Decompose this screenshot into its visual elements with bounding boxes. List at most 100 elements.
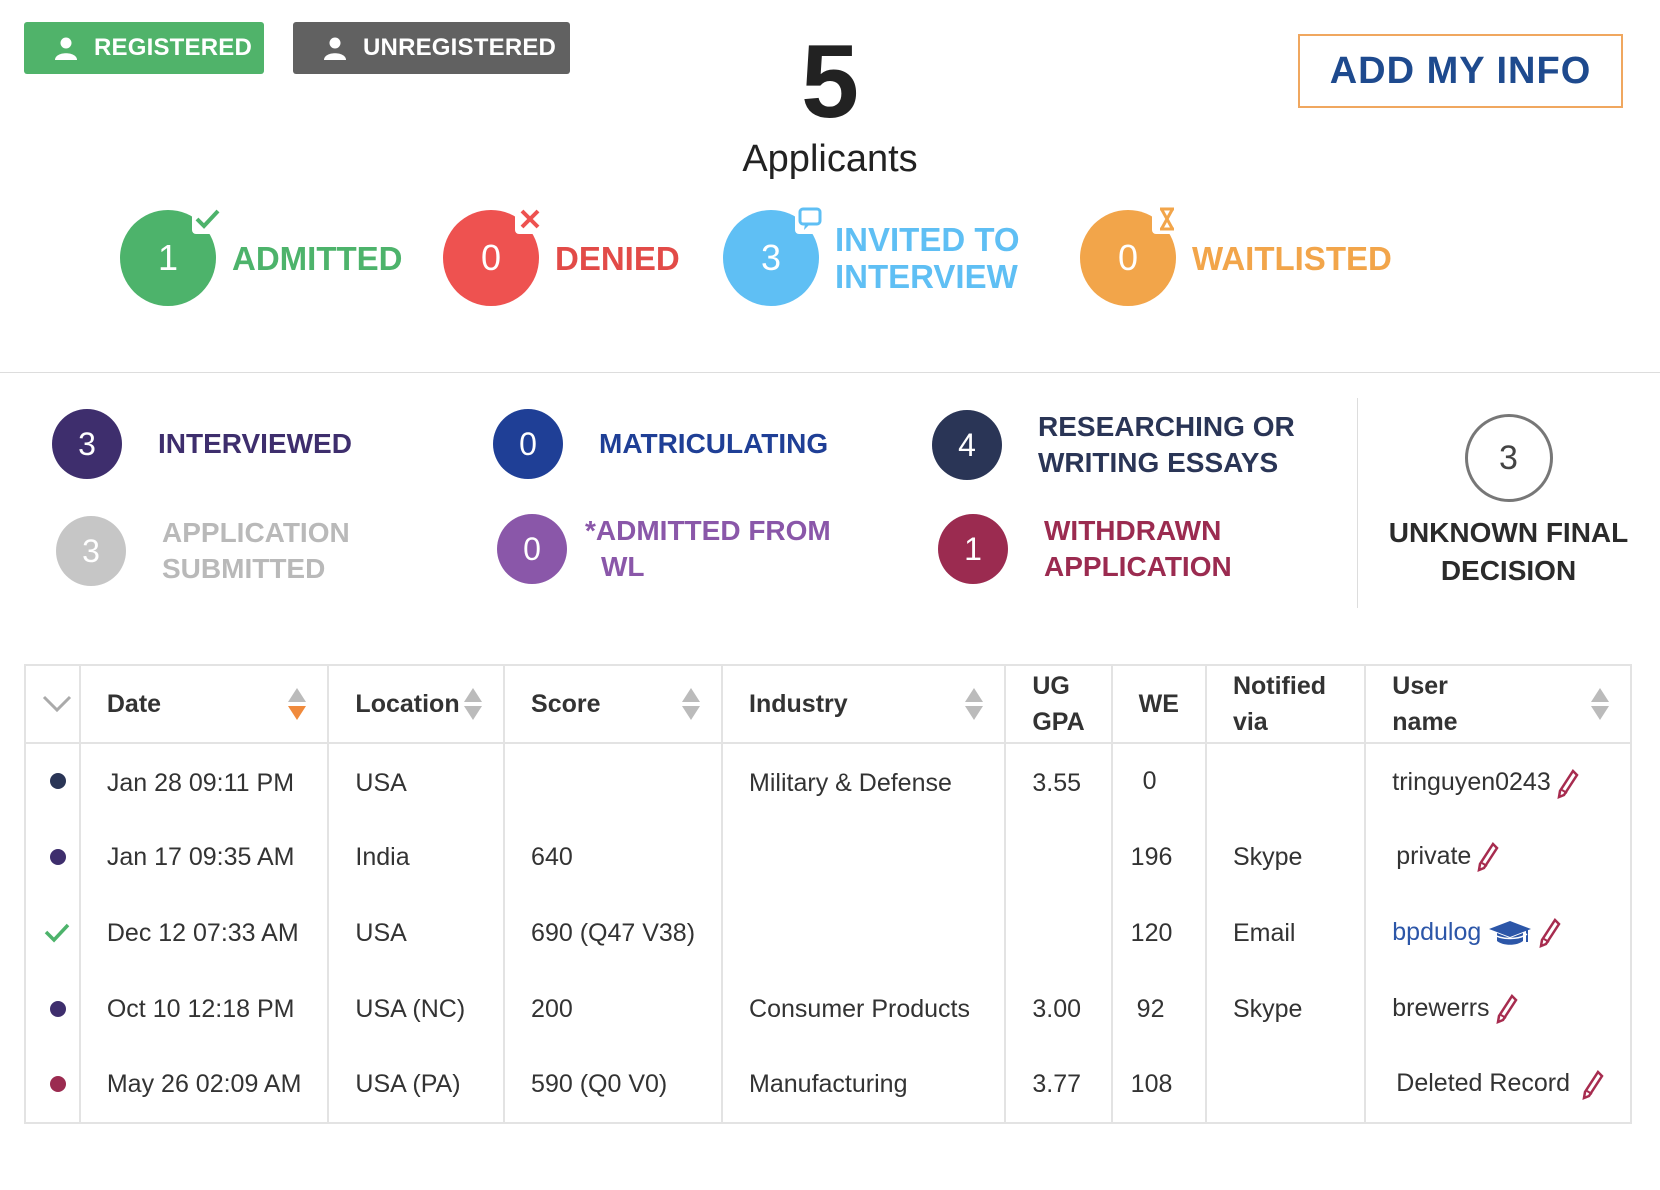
sort-arrows-icon[interactable]: [1590, 687, 1610, 721]
date-cell: Jan 28 09:11 PM: [79, 743, 330, 819]
score-cell: 690 (Q47 V38): [504, 895, 724, 971]
invited-label-line2: INTERVIEW: [835, 258, 1018, 295]
unknown-label-line1: UNKNOWN FINAL: [1388, 517, 1629, 548]
table-row[interactable]: Oct 10 12:18 PM USA (NC) 200 Consumer Pr…: [25, 971, 1631, 1047]
matriculating-label: MATRICULATING: [599, 428, 829, 459]
submitted-label-line2: SUBMITTED: [162, 553, 326, 584]
pencil-edit-icon[interactable]: [1557, 768, 1579, 799]
admitted-count-circle: 1: [120, 204, 222, 306]
invited-label-line1: INVITED TO: [835, 221, 1020, 258]
score-cell: [504, 743, 724, 819]
applicant-count: 5: [801, 24, 859, 140]
pencil-edit-icon[interactable]: [1495, 994, 1518, 1025]
status-unknown-final-decision[interactable]: 3 UNKNOWN FINAL DECISION: [1357, 414, 1660, 590]
sort-arrows-icon[interactable]: [287, 687, 307, 721]
gpa-header-line2: GPA: [1032, 708, 1085, 736]
industry-cell: [722, 819, 1007, 895]
table-row[interactable]: Jan 28 09:11 PM USA Military & Defense 3…: [25, 743, 1631, 819]
score-header-label: Score: [531, 690, 601, 718]
score-cell: 640: [504, 819, 724, 895]
username-column-header[interactable]: User name: [1365, 665, 1631, 744]
username-link[interactable]: bpdulog: [1392, 917, 1482, 946]
status-application-submitted[interactable]: 3 APPLICATION SUBMITTED: [56, 515, 350, 587]
status-denied[interactable]: 0 DENIED: [443, 204, 680, 306]
username-text: tringuyen0243: [1392, 768, 1551, 797]
table-row[interactable]: Jan 17 09:35 AM India 640 196 Skype priv…: [25, 819, 1631, 895]
status-admitted[interactable]: 1 ADMITTED: [120, 204, 403, 306]
status-researching[interactable]: 4 RESEARCHING OR WRITING ESSAYS: [932, 409, 1295, 481]
we-cell: 120: [1111, 895, 1207, 971]
chat-bubble-icon: [795, 204, 825, 234]
status-waitlisted[interactable]: 0 WAITLISTED: [1080, 204, 1392, 306]
vertical-divider: [1357, 398, 1358, 608]
sort-arrows-icon[interactable]: [681, 687, 701, 721]
date-cell: Oct 10 12:18 PM: [79, 971, 330, 1047]
pencil-edit-icon[interactable]: [1582, 1069, 1604, 1100]
admitted-from-wl-label: *ADMITTED FROM WL: [585, 513, 831, 585]
notified-cell: Skype: [1205, 819, 1367, 895]
username-cell: bpdulog: [1365, 895, 1631, 971]
location-column-header[interactable]: Location: [328, 665, 506, 744]
industry-cell: Military & Defense: [722, 743, 1007, 819]
row-status-marker: [25, 895, 81, 971]
status-interviewed[interactable]: 3 INTERVIEWED: [52, 409, 352, 479]
table-row[interactable]: May 26 02:09 AM USA (PA) 590 (Q0 V0) Man…: [25, 1047, 1631, 1123]
sort-arrows-icon[interactable]: [964, 687, 984, 721]
username-header-line2: name: [1392, 708, 1458, 736]
industry-column-header[interactable]: Industry: [722, 665, 1007, 744]
status-admitted-from-wl[interactable]: 0 *ADMITTED FROM WL: [497, 513, 831, 585]
gpa-cell: 3.00: [1005, 971, 1113, 1047]
notified-cell: [1205, 743, 1367, 819]
username-cell: private: [1365, 819, 1631, 895]
row-status-marker: [25, 819, 81, 895]
withdrawn-label: WITHDRAWN APPLICATION: [1044, 513, 1232, 585]
invited-count-circle: 3: [723, 204, 825, 306]
status-invited-to-interview[interactable]: 3 INVITED TO INTERVIEW: [723, 204, 1020, 306]
we-cell: 92: [1111, 971, 1207, 1047]
location-cell: USA: [328, 743, 506, 819]
date-cell: Jan 17 09:35 AM: [79, 819, 330, 895]
registered-filter-button[interactable]: REGISTERED: [24, 22, 264, 74]
we-cell: 196: [1111, 819, 1207, 895]
gpa-cell: 3.77: [1005, 1047, 1113, 1123]
date-column-header[interactable]: Date: [79, 665, 330, 744]
pencil-edit-icon[interactable]: [1539, 918, 1561, 949]
we-cell: 0: [1111, 743, 1207, 819]
table-row[interactable]: Dec 12 07:33 AM USA 690 (Q47 V38) 120 Em…: [25, 895, 1631, 971]
pencil-edit-icon[interactable]: [1477, 842, 1499, 873]
admitted-label: ADMITTED: [232, 239, 403, 277]
waitlisted-count: 0: [1117, 237, 1139, 278]
score-cell: 200: [504, 971, 724, 1047]
industry-header-label: Industry: [749, 690, 848, 718]
unregistered-filter-label: UNREGISTERED: [363, 34, 557, 61]
expand-column-header[interactable]: [25, 665, 81, 744]
user-icon: [55, 37, 77, 60]
notified-header-line1: Notified: [1232, 672, 1326, 700]
admitted-from-wl-line1: *ADMITTED FROM: [585, 515, 831, 546]
chevron-down-icon: [42, 695, 72, 713]
username-text: private: [1396, 841, 1472, 870]
notified-column-header: Notified via: [1205, 665, 1367, 744]
unregistered-filter-button[interactable]: UNREGISTERED: [293, 22, 570, 74]
interviewed-count: 3: [52, 409, 122, 479]
researching-count: 4: [932, 410, 1002, 480]
status-matriculating[interactable]: 0 MATRICULATING: [493, 409, 828, 479]
username-cell: Deleted Record: [1365, 1047, 1631, 1123]
sort-arrows-icon[interactable]: [463, 687, 483, 721]
notified-header-line2: via: [1232, 708, 1268, 736]
score-column-header[interactable]: Score: [504, 665, 724, 744]
we-cell: 108: [1111, 1047, 1207, 1123]
graduation-cap-icon: [1489, 921, 1532, 945]
withdrawn-label-line1: WITHDRAWN: [1044, 515, 1222, 546]
submitted-count: 3: [56, 516, 126, 586]
username-header-line1: User: [1392, 672, 1448, 700]
date-cell: May 26 02:09 AM: [79, 1047, 330, 1123]
status-withdrawn[interactable]: 1 WITHDRAWN APPLICATION: [938, 513, 1232, 585]
location-cell: USA (NC): [328, 971, 506, 1047]
withdrawn-label-line2: APPLICATION: [1044, 551, 1232, 582]
notified-cell: [1205, 1047, 1367, 1123]
score-cell: 590 (Q0 V0): [504, 1047, 724, 1123]
section-divider: [0, 372, 1660, 373]
username-cell: tringuyen0243: [1365, 743, 1631, 819]
add-my-info-button[interactable]: ADD MY INFO: [1298, 34, 1623, 108]
